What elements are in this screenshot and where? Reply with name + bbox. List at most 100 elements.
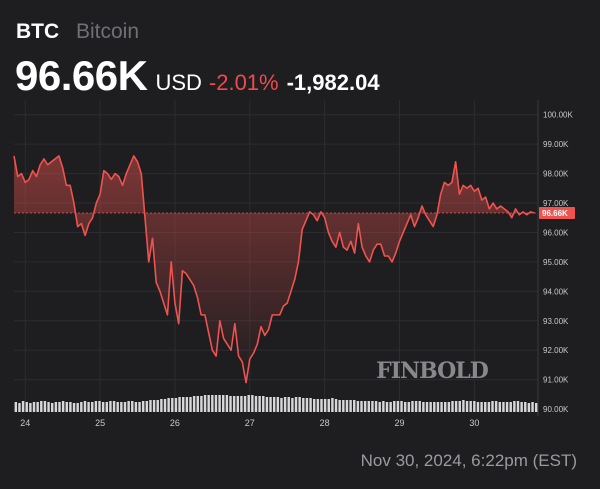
- volume-bar: [316, 399, 320, 412]
- volume-bar: [254, 396, 258, 412]
- volume-bar: [21, 401, 25, 412]
- volume-bar: [502, 402, 505, 412]
- change-percent: -2.01%: [208, 70, 279, 95]
- volume-bar: [134, 402, 138, 412]
- volume-bar: [58, 402, 61, 412]
- volume-bar: [305, 398, 309, 412]
- x-axis: 24 25 26 27 28 29 30: [20, 418, 479, 428]
- price-row: 96.66K USD -2.01% -1,982.04: [15, 52, 380, 102]
- volume-bar: [72, 403, 76, 412]
- volume-bar: [407, 402, 411, 412]
- timestamp: Nov 30, 2024, 6:22pm (EST): [360, 451, 577, 470]
- volume-bar: [524, 402, 527, 412]
- volume-bar: [363, 401, 367, 412]
- volume-bar: [181, 397, 185, 412]
- volume-bar: [120, 402, 123, 412]
- volume-bar: [440, 402, 443, 412]
- volume-bar: [98, 401, 101, 412]
- volume-bar: [378, 402, 381, 412]
- volume-bar: [356, 401, 360, 412]
- volume-bar: [531, 402, 534, 412]
- volume-bar: [29, 403, 32, 412]
- y-tick-label: 97.00K: [543, 199, 569, 208]
- volume-bar: [371, 401, 374, 412]
- volume-bar: [247, 395, 250, 412]
- volume-bar: [360, 401, 363, 412]
- volume-bar: [400, 401, 403, 412]
- volume-bar: [240, 396, 243, 412]
- volume-bar: [47, 402, 50, 412]
- volume-bar: [80, 402, 83, 412]
- volume-bar: [65, 402, 68, 412]
- volume-bar: [54, 402, 58, 412]
- x-tick-label: 28: [320, 418, 330, 428]
- x-tick-label: 27: [245, 418, 255, 428]
- volume-bar: [127, 401, 130, 412]
- volume-bar: [156, 400, 159, 412]
- volume-bar: [505, 402, 509, 412]
- volume-bar: [189, 397, 192, 412]
- volume-bar: [109, 401, 112, 412]
- volume-bar: [50, 403, 54, 412]
- volume-bar: [116, 402, 119, 412]
- volume-bar: [236, 396, 240, 412]
- volume-bar: [178, 397, 181, 412]
- volume-bar: [40, 401, 43, 412]
- volume-bar: [491, 401, 494, 412]
- volume-bar: [232, 396, 236, 412]
- volume-bar: [36, 402, 39, 412]
- volume-bar: [163, 399, 167, 412]
- volume-bar: [367, 401, 371, 412]
- volume-bar: [447, 402, 451, 412]
- volume-bar: [374, 401, 378, 412]
- volume-bar: [342, 400, 345, 412]
- volume-bar: [473, 401, 476, 412]
- volume-bar: [185, 397, 189, 412]
- volume-bar: [276, 397, 280, 412]
- volume-bar: [262, 396, 265, 412]
- volume-bar: [131, 401, 134, 412]
- volume-bar: [451, 401, 454, 412]
- volume-bar: [94, 401, 98, 412]
- volume-bar: [494, 401, 498, 412]
- volume-bar: [192, 396, 196, 412]
- volume-bar: [320, 399, 323, 412]
- volume-bar: [345, 400, 349, 412]
- price-area-fill: [14, 155, 535, 383]
- volume-bar: [225, 395, 229, 412]
- volume-bar: [152, 400, 156, 412]
- current-price-tag-background: [539, 207, 575, 220]
- volume-bar: [411, 401, 414, 412]
- volume-bar: [309, 398, 312, 412]
- volume-bar: [243, 396, 247, 412]
- volume-bar: [403, 402, 407, 412]
- finbold-watermark: FINBOLD: [376, 358, 489, 384]
- volume-bar: [527, 403, 531, 412]
- volume-bar: [69, 402, 72, 412]
- currency-label: USD: [155, 70, 202, 95]
- volume-bar: [429, 402, 432, 412]
- volume-bar: [32, 402, 36, 412]
- volume-bar: [312, 399, 316, 412]
- volume-bar: [25, 402, 28, 412]
- y-tick-label: 90.00K: [543, 405, 569, 414]
- volume-bar: [214, 395, 218, 412]
- volume-bar: [149, 400, 152, 412]
- volume-bar: [112, 401, 116, 412]
- volume-bar: [283, 397, 287, 412]
- volume-bar: [353, 400, 356, 412]
- volume-bar: [123, 402, 127, 412]
- y-axis: 90.00K 91.00K 92.00K 93.00K 94.00K 95.00K 96.0…: [543, 111, 573, 414]
- volume-bar: [43, 401, 47, 412]
- volume-bar: [229, 396, 232, 412]
- current-price-tag-label: 96.66K: [542, 209, 568, 218]
- volume-bar: [393, 401, 396, 412]
- volume-bar: [83, 401, 87, 412]
- volume-bar: [167, 398, 170, 412]
- volume-bar: [469, 401, 472, 412]
- volume-bar: [160, 399, 163, 412]
- y-tick-label: 98.00K: [543, 170, 569, 179]
- volume-bar: [433, 402, 436, 412]
- x-tick-label: 25: [95, 418, 105, 428]
